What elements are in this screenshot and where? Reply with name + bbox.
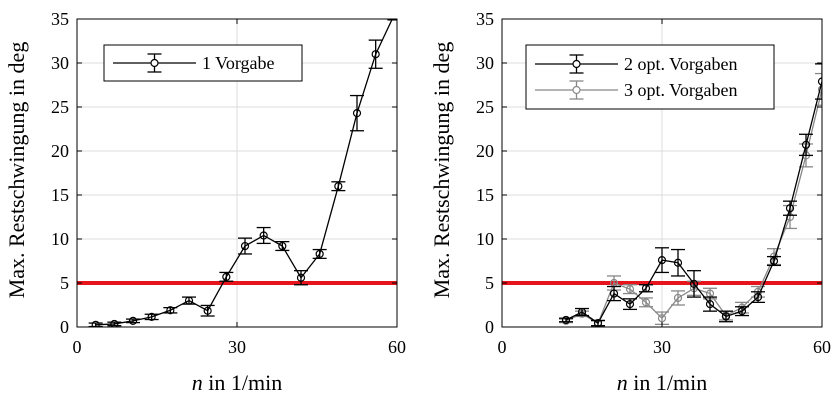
- data-point: [371, 50, 380, 59]
- y-tick-label: 30: [51, 53, 69, 73]
- data-point: [334, 182, 343, 191]
- data-point: [577, 307, 587, 317]
- y-tick-label: 30: [476, 53, 494, 73]
- legend: 2 opt. Vorgaben 3 opt. Vorgaben: [525, 44, 775, 110]
- x-tick-label: 60: [388, 337, 406, 357]
- y-tick-label: 10: [476, 229, 494, 249]
- data-point: [259, 231, 268, 240]
- x-axis-label: n in 1/min: [617, 370, 707, 395]
- chart-panel-1: 0 30 60 0 5 10 15 20 25 30 35 n in 1/min Max. Restsc…: [4, 9, 406, 395]
- x-axis-label-unit: in 1/min: [628, 370, 707, 395]
- y-tick-label: 35: [476, 9, 494, 29]
- x-tick-label: 60: [813, 337, 831, 357]
- legend: 1 Vorgabe: [103, 44, 303, 82]
- plot-area: [559, 63, 822, 327]
- legend-marker: [572, 59, 581, 69]
- data-point: [184, 296, 194, 305]
- data-point: [147, 312, 156, 321]
- legend-label: 1 Vorgabe: [202, 53, 275, 73]
- data-point: [240, 241, 250, 251]
- x-axis-label-variable: n: [192, 370, 203, 395]
- y-tick-label: 25: [51, 97, 69, 117]
- y-axis-label: Max. Restschwingung in deg: [429, 42, 454, 299]
- x-axis-label: n in 1/min: [192, 370, 282, 395]
- y-tick-label: 5: [485, 273, 494, 293]
- y-tick-label: 0: [60, 317, 69, 337]
- data-point: [315, 249, 324, 259]
- data-point: [222, 272, 231, 281]
- legend-box: [525, 44, 775, 110]
- data-point: [673, 293, 683, 303]
- data-point: [561, 315, 571, 325]
- y-tick-label: 35: [51, 9, 69, 29]
- data-point: [753, 292, 763, 302]
- data-point: [91, 320, 100, 327]
- x-axis-label-unit: in 1/min: [203, 370, 282, 395]
- data-point: [296, 273, 306, 282]
- x-tick-label: 30: [653, 337, 671, 357]
- data-point: [203, 306, 212, 315]
- data-point: [657, 314, 667, 323]
- data-point: [625, 285, 635, 294]
- data-point: [278, 241, 287, 251]
- data-point: [737, 307, 747, 316]
- x-tick-label: 0: [73, 337, 82, 357]
- legend-marker: [572, 85, 581, 95]
- data-point: [352, 109, 362, 118]
- y-tick-label: 10: [51, 229, 69, 249]
- data-point: [785, 204, 795, 213]
- x-tick-label: 0: [498, 337, 507, 357]
- legend-label: 2 opt. Vorgaben: [624, 54, 738, 74]
- data-point: [673, 258, 683, 267]
- data-point: [625, 300, 635, 309]
- data-point: [641, 284, 651, 293]
- y-tick-label: 20: [51, 141, 69, 161]
- data-point: [705, 300, 715, 309]
- data-point: [110, 319, 119, 327]
- chart-panel-2: 0 30 60 0 5 10 15 20 25 30 35 n in 1/min Max. Restsc…: [429, 9, 831, 395]
- series-2-opt-vorgaben: [559, 63, 822, 327]
- data-point: [689, 279, 699, 288]
- data-point: [128, 316, 138, 325]
- data-point: [801, 140, 811, 149]
- legend-label: 3 opt. Vorgaben: [624, 80, 738, 100]
- data-point: [817, 85, 822, 94]
- data-point: [641, 298, 651, 307]
- y-tick-label: 5: [60, 273, 69, 293]
- y-tick-label: 20: [476, 141, 494, 161]
- data-point: [391, 11, 398, 18]
- data-point: [721, 312, 731, 321]
- y-tick-label: 15: [476, 185, 494, 205]
- data-point: [166, 306, 175, 315]
- y-axis-label: Max. Restschwingung in deg: [4, 42, 29, 299]
- data-point: [657, 256, 667, 265]
- x-tick-label: 30: [228, 337, 246, 357]
- y-tick-label: 15: [51, 185, 69, 205]
- y-tick-label: 25: [476, 97, 494, 117]
- data-point: [817, 77, 822, 86]
- legend-marker: [150, 58, 159, 68]
- data-point: [769, 256, 779, 266]
- y-tick-label: 0: [485, 317, 494, 337]
- x-axis-label-variable: n: [617, 370, 628, 395]
- data-point: [609, 289, 619, 298]
